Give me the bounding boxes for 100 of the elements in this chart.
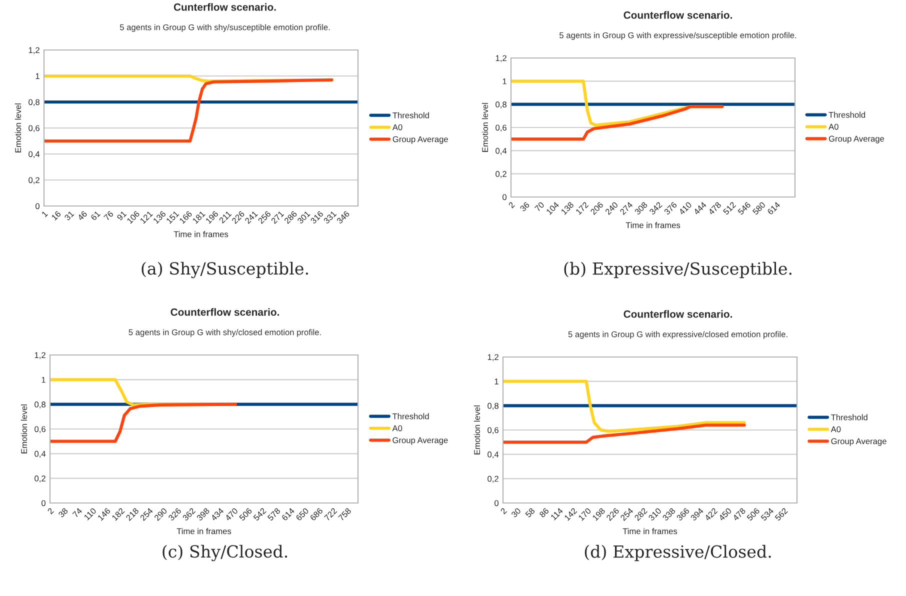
chart-subtitle: 5 agents in Group G with expressive/closed emotion profile.	[568, 331, 788, 339]
x-tick-label: 114	[550, 508, 564, 520]
y-axis-title: Emotion level	[482, 103, 488, 152]
y-tick-label: 0,4	[28, 151, 40, 158]
chart-title: Counterflow scenario.	[170, 308, 279, 316]
y-tick-label: 0,6	[34, 426, 46, 434]
x-tick-label: 512	[722, 202, 736, 216]
line-series	[511, 105, 724, 141]
y-tick-label: 0,4	[496, 148, 507, 155]
x-tick-label: 758	[338, 508, 352, 522]
y-tick-label: 0,8	[488, 402, 498, 410]
x-tick-label: 450	[718, 508, 732, 522]
x-tick-label: 182	[112, 508, 125, 521]
y-tick-label: 1	[36, 73, 40, 80]
legend-label: Threshold	[831, 414, 868, 420]
x-tick-label: 138	[560, 202, 574, 215]
x-tick-label: 722	[324, 508, 338, 521]
x-axis-title: Time in frames	[174, 231, 228, 238]
chart-subtitle: 5 agents in Group G with shy/susceptible emotion profile.	[120, 24, 330, 32]
x-tick-label: 274	[620, 201, 634, 215]
y-tick-label: 0,2	[28, 177, 40, 184]
text: (d) Expressive/Closed.	[584, 544, 771, 562]
legend-label: Threshold	[392, 413, 429, 420]
text: (b) Expressive/Susceptible.	[564, 262, 792, 278]
line-series	[503, 424, 746, 444]
x-tick-label: 104	[546, 201, 560, 215]
y-tick-label: 0,8	[28, 99, 40, 106]
y-tick-label: 1	[494, 378, 498, 384]
x-tick-label: 254	[620, 507, 634, 522]
y-axis-title: Emotion level	[14, 104, 22, 152]
x-tick-label: 198	[592, 508, 606, 521]
x-tick-label: 218	[126, 508, 140, 522]
x-tick-label: 366	[676, 508, 690, 522]
x-tick-label: 121	[140, 210, 153, 224]
chart-subtitle: 5 agents in Group G with shy/closed emotion profile.	[128, 329, 321, 337]
x-tick-label: 146	[97, 508, 111, 521]
y-tick-label: 0	[42, 500, 46, 506]
x-tick-label: 342	[648, 202, 662, 216]
x-tick-label: 240	[604, 202, 618, 216]
x-tick-label: 76	[104, 210, 114, 221]
x-tick-label: 86	[539, 508, 550, 518]
y-tick-label: 1	[42, 376, 46, 383]
x-tick-label: 226	[606, 508, 620, 522]
y-tick-label: 0,8	[496, 102, 506, 108]
y-tick-label: 0,2	[496, 171, 506, 178]
y-tick-label: 1,2	[34, 352, 46, 360]
x-tick-label: 30	[510, 508, 522, 518]
y-tick-label: 0	[502, 194, 507, 200]
x-tick-label: 546	[737, 202, 751, 216]
x-axis-title: Time in frames	[176, 528, 232, 534]
y-tick-label: 0,6	[496, 124, 506, 132]
x-tick-label: 362	[182, 508, 196, 522]
legend-label: A0	[392, 425, 402, 432]
x-tick-label: 444	[693, 202, 707, 216]
x-tick-label: 301	[296, 210, 310, 224]
x-tick-label: 2	[500, 508, 507, 514]
x-tick-label: 226	[231, 210, 245, 224]
y-tick-label: 1,2	[28, 47, 40, 54]
x-tick-label: 506	[746, 508, 760, 522]
legend-label: Threshold	[828, 112, 866, 118]
x-tick-label: 206	[590, 202, 604, 216]
chart-title: Cunterflow scenario.	[174, 3, 276, 11]
line-series	[503, 380, 746, 433]
x-tick-label: 410	[678, 202, 692, 216]
x-tick-label: 70	[534, 202, 545, 212]
x-tick-label: 478	[708, 202, 722, 216]
x-tick-label: 46	[77, 210, 88, 221]
x-tick-label: 326	[168, 508, 182, 522]
chart-title: Counterflow scenario.	[624, 310, 732, 318]
legend-label: Threshold	[392, 112, 429, 118]
x-tick-label: 614	[766, 201, 781, 216]
x-tick-label: 650	[296, 508, 309, 522]
x-tick-label: 256	[258, 210, 272, 224]
text: (c) Shy/Closed.	[162, 544, 288, 562]
x-tick-label: 376	[664, 202, 678, 216]
x-tick-label: 241	[244, 210, 258, 224]
x-tick-label: 422	[704, 508, 718, 522]
x-tick-label: 16	[51, 210, 62, 221]
y-tick-label: 1,2	[496, 55, 506, 62]
line-series	[44, 78, 334, 143]
legend-label: A0	[392, 124, 402, 130]
x-tick-label: 196	[205, 210, 219, 224]
x-tick-label: 282	[634, 508, 648, 522]
legend-label: A0	[830, 426, 841, 432]
x-tick-label: 271	[270, 210, 284, 224]
x-tick-label: 686	[310, 508, 324, 522]
y-tick-label: 0,2	[34, 476, 46, 482]
x-tick-label: 316	[310, 210, 324, 224]
x-tick-label: 172	[575, 202, 589, 215]
x-tick-label: 142	[564, 508, 578, 521]
legend-label: A0	[828, 124, 838, 130]
y-tick-label: 0	[494, 500, 499, 506]
legend-label: Group Average	[831, 438, 886, 446]
y-axis-title: Emotion level	[474, 406, 480, 454]
x-tick-label: 58	[524, 508, 536, 518]
y-axis-title: Emotion level	[20, 404, 28, 454]
y-tick-label: 0,2	[488, 476, 498, 483]
y-tick-label: 1	[502, 78, 506, 84]
x-tick-label: 170	[578, 508, 592, 521]
x-tick-label: 136	[152, 210, 166, 224]
